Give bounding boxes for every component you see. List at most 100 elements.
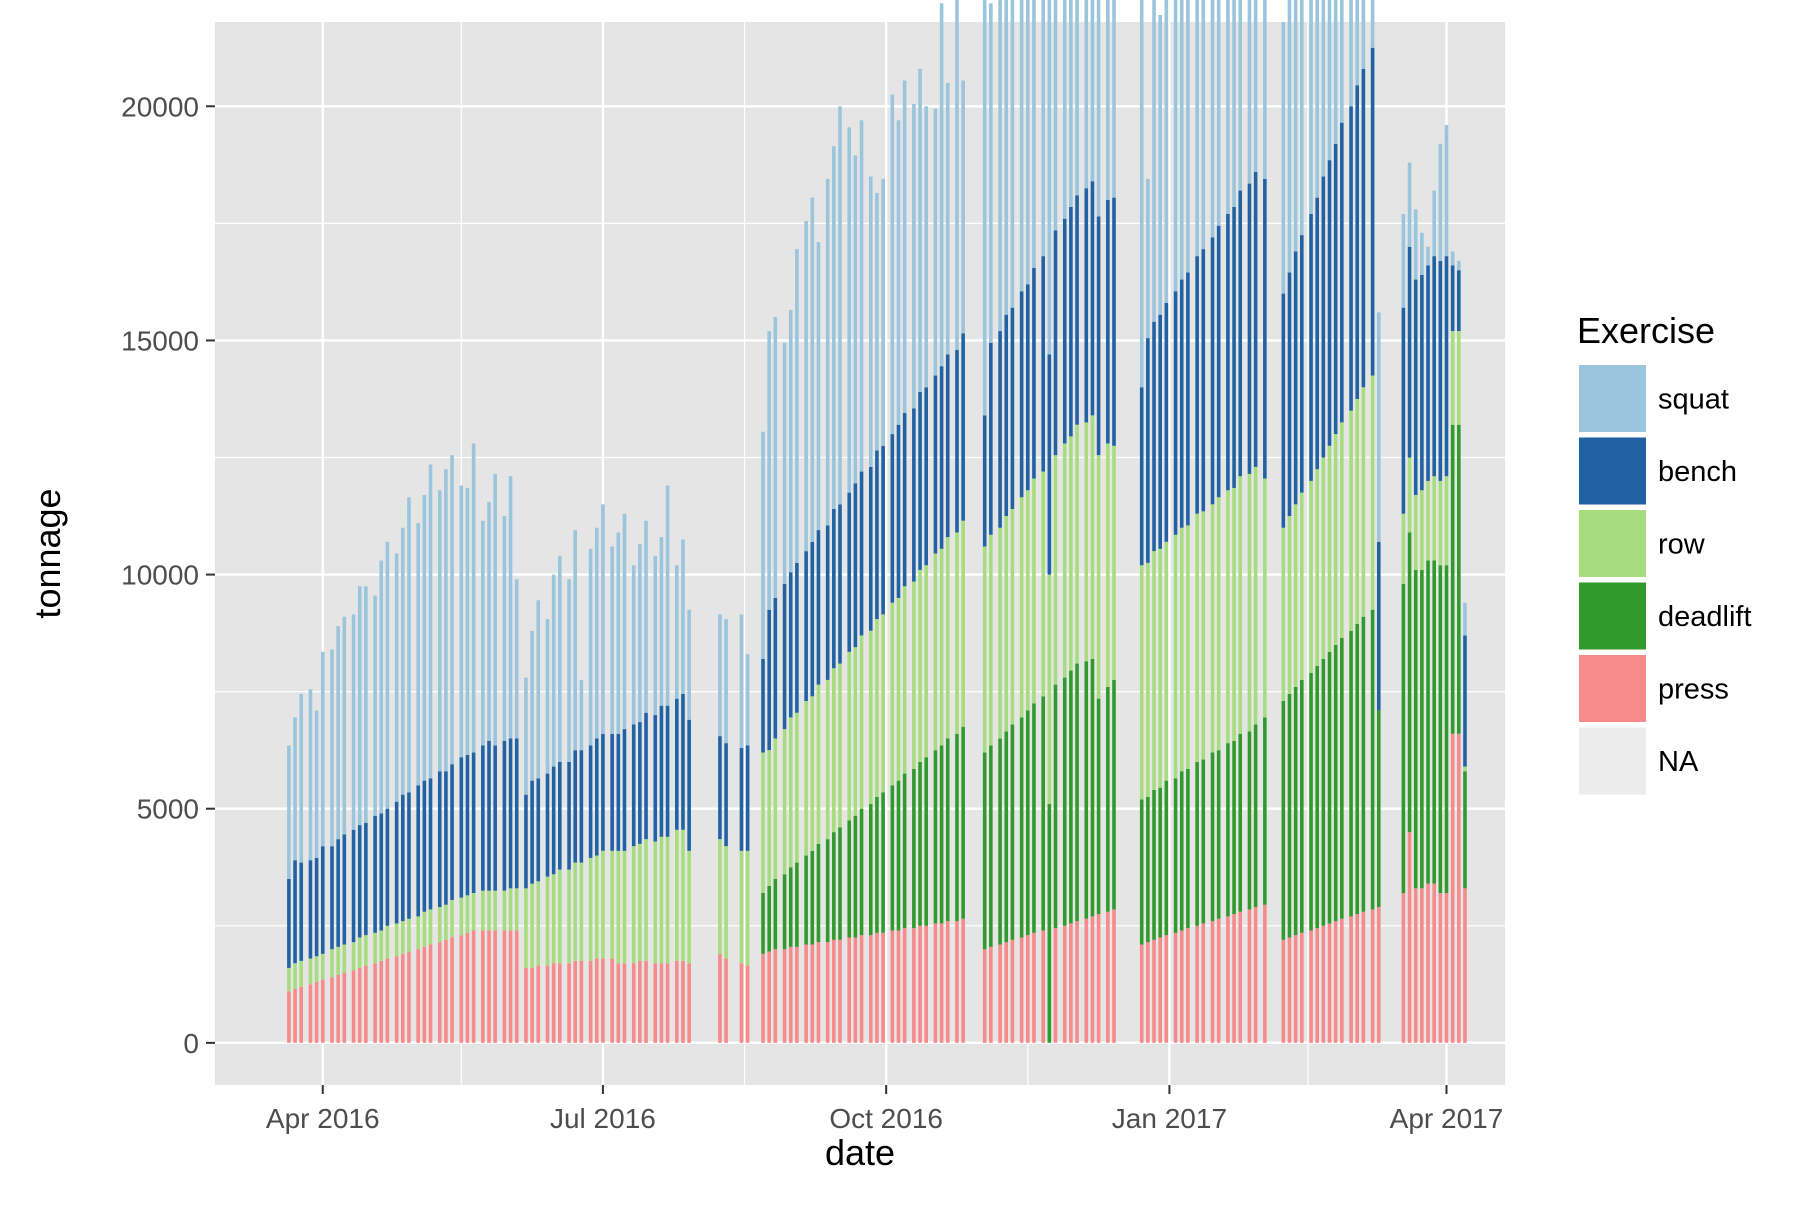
bar-segment-press bbox=[659, 963, 664, 1043]
bar-segment-squat bbox=[890, 94, 895, 435]
bar-segment-bench bbox=[1300, 235, 1304, 493]
bar-segment-squat bbox=[622, 513, 627, 730]
bar-segment-deadlift bbox=[982, 752, 987, 950]
bar-segment-bench bbox=[308, 860, 313, 959]
bar-segment-press bbox=[459, 935, 464, 1043]
bar-segment-row bbox=[1300, 492, 1304, 680]
bar-segment-bench bbox=[659, 705, 664, 837]
bar-segment-bench bbox=[810, 541, 815, 697]
bar-segment-press bbox=[739, 963, 744, 1043]
bar-segment-bench bbox=[502, 740, 507, 891]
bar-segment-row bbox=[961, 520, 965, 727]
bar-segment-squat bbox=[638, 544, 642, 723]
bar-segment-bench bbox=[416, 785, 420, 917]
bar-segment-press bbox=[330, 977, 334, 1043]
bar-segment-bench bbox=[594, 738, 599, 856]
bar-segment-row bbox=[653, 841, 658, 964]
bar-segment-row bbox=[588, 857, 593, 961]
bar-segment-press bbox=[933, 923, 938, 1043]
legend-title: Exercise bbox=[1577, 310, 1715, 351]
bar-segment-squat bbox=[601, 504, 605, 734]
bar-segment-row bbox=[718, 839, 722, 954]
bar-segment-row bbox=[364, 935, 368, 966]
bar-segment-bench bbox=[739, 747, 744, 851]
bar-segment-press bbox=[896, 930, 901, 1043]
legend-label-deadlift: deadlift bbox=[1658, 601, 1752, 633]
bar-segment-row bbox=[1420, 490, 1424, 570]
y-tick-label: 20000 bbox=[121, 91, 199, 122]
bar-segment-deadlift bbox=[1112, 679, 1116, 910]
bar-segment-bench bbox=[1315, 197, 1319, 470]
bar-segment-deadlift bbox=[1309, 672, 1313, 931]
bar-segment-squat bbox=[1090, 0, 1095, 182]
bar-segment-row bbox=[838, 663, 842, 828]
legend: Exercise squat bench row deadlift press NA bbox=[1577, 310, 1752, 795]
bar-segment-squat bbox=[1096, 0, 1101, 217]
bar-segment-row bbox=[810, 696, 815, 851]
bar-segment-deadlift bbox=[933, 750, 938, 924]
bar-segment-bench bbox=[357, 825, 362, 938]
bar-segment-row bbox=[745, 850, 750, 966]
bar-segment-press bbox=[558, 963, 562, 1043]
bar-segment-squat bbox=[1146, 178, 1150, 339]
bar-segment-squat bbox=[1444, 125, 1449, 257]
bar-segment-press bbox=[853, 937, 858, 1043]
bar-segment-squat bbox=[508, 476, 513, 739]
bar-segment-press bbox=[1407, 832, 1412, 1043]
bar-segment-squat bbox=[514, 579, 519, 739]
bar-segment-squat bbox=[1333, 0, 1338, 144]
bar-segment-press bbox=[924, 925, 928, 1043]
bar-segment-bench bbox=[610, 733, 614, 851]
bar-segment-bench bbox=[1053, 230, 1058, 456]
bar-segment-press bbox=[1158, 937, 1162, 1043]
bar-segment-bench bbox=[982, 415, 987, 547]
bar-segment-row bbox=[481, 890, 485, 931]
bar-segment-squat bbox=[1019, 0, 1024, 292]
bar-segment-press bbox=[955, 921, 959, 1043]
bar-segment-deadlift bbox=[1426, 560, 1430, 884]
bar-segment-deadlift bbox=[1139, 799, 1144, 945]
bar-segment-row bbox=[782, 729, 787, 875]
bar-segment-deadlift bbox=[1186, 768, 1190, 929]
bar-segment-bench bbox=[1401, 307, 1406, 514]
bar-segment-squat bbox=[610, 546, 614, 734]
bar-segment-bench bbox=[1450, 265, 1455, 332]
bar-segment-press bbox=[1062, 925, 1067, 1043]
bar-segment-squat bbox=[1047, 0, 1052, 355]
bar-segment-press bbox=[394, 956, 399, 1043]
bar-segment-squat bbox=[761, 431, 765, 659]
bar-segment-row bbox=[342, 944, 347, 973]
bar-segment-press bbox=[1247, 909, 1252, 1043]
bar-segment-bench bbox=[379, 813, 384, 931]
bar-segment-row bbox=[1463, 766, 1467, 772]
bar-segment-press bbox=[530, 967, 534, 1043]
bar-segment-row bbox=[1069, 436, 1073, 671]
bar-segment-row bbox=[1010, 509, 1015, 725]
bar-segment-squat bbox=[955, 0, 959, 350]
bar-segment-bench bbox=[718, 736, 722, 840]
bar-segment-squat bbox=[1053, 0, 1058, 231]
bar-segment-press bbox=[838, 939, 842, 1043]
bar-segment-row bbox=[1164, 541, 1169, 781]
bar-segment-row bbox=[622, 850, 627, 964]
bar-segment-squat bbox=[675, 565, 679, 699]
bar-segment-deadlift bbox=[1238, 733, 1243, 912]
bar-segment-row bbox=[471, 893, 476, 931]
bar-segment-row bbox=[1062, 443, 1067, 678]
bar-segment-press bbox=[1426, 883, 1430, 1043]
bar-segment-deadlift bbox=[1438, 565, 1443, 894]
bar-segment-press bbox=[1032, 932, 1036, 1043]
bar-segment-squat bbox=[545, 619, 550, 774]
axes: 0 5000 10000 15000 20000 Apr 2016 Jul 2016 Oct … bbox=[27, 91, 1503, 1173]
bar-segment-press bbox=[653, 963, 658, 1043]
bar-segment-press bbox=[551, 963, 556, 1043]
bar-segment-squat bbox=[659, 537, 664, 706]
bar-segment-squat bbox=[1457, 260, 1461, 271]
bar-segment-deadlift bbox=[1340, 637, 1344, 919]
bar-segment-row bbox=[1438, 480, 1443, 566]
bar-segment-deadlift bbox=[1164, 780, 1169, 936]
bar-segment-row bbox=[422, 911, 427, 947]
bar-segment-squat bbox=[665, 485, 670, 706]
bar-segment-bench bbox=[1173, 291, 1178, 535]
